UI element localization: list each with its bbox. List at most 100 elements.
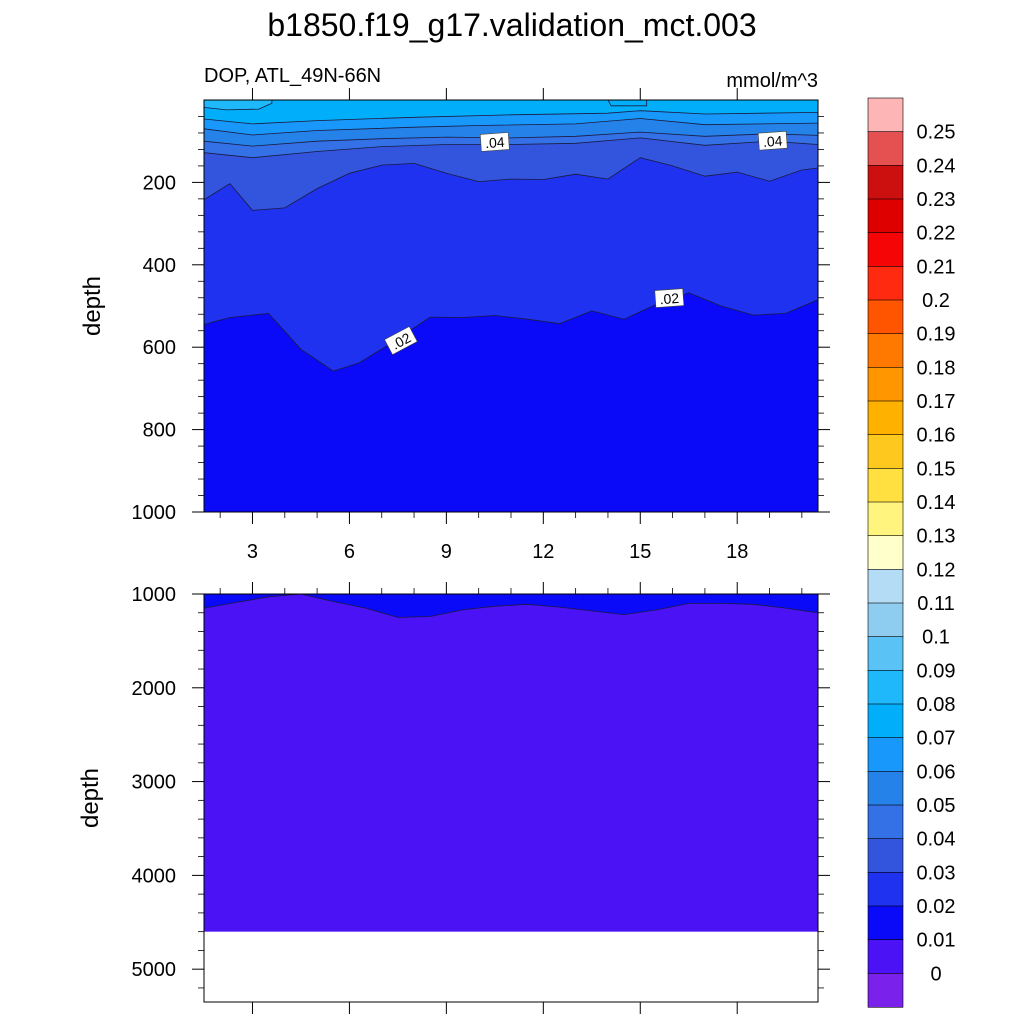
x-tick-label: 9 [441, 541, 452, 563]
colorbar-swatch [867, 535, 904, 570]
colorbar-label: 0.15 [917, 458, 956, 480]
colorbar-swatch [867, 266, 904, 301]
y-tick-label: 5000 [132, 959, 177, 981]
band-0.07-0.08-east [607, 100, 647, 106]
band-0-0.01 [204, 594, 818, 932]
colorbar-label: 0.22 [917, 223, 956, 245]
colorbar-swatch [867, 602, 904, 638]
contour-line-7 [607, 99, 648, 107]
band-0.01-0.02-deep [204, 594, 818, 618]
band-0.08-0.09-west [204, 100, 272, 110]
colorbar-swatch [867, 434, 904, 469]
colorbar-swatch [867, 838, 904, 873]
contour-line-0 [203, 292, 819, 372]
colorbar-label: 0.01 [917, 930, 956, 952]
colorbar-swatch [867, 97, 904, 133]
colorbar-label: 0.24 [917, 155, 956, 177]
contour-label-text: .04 [762, 133, 783, 150]
contour-line-6 [203, 100, 273, 111]
colorbar-swatch [867, 501, 904, 537]
colorbar-swatch [867, 636, 904, 671]
variable-label: DOP, ATL_49N-66N [204, 65, 381, 87]
colorbar-swatch [867, 131, 904, 166]
y-tick-label: 1000 [132, 584, 177, 606]
contour-label-box [384, 326, 418, 356]
y-tick-label: 600 [143, 337, 176, 359]
colorbar: 0.25 0.24 0.23 0.22 0.21 0.2 0.19 0.18 0.17 0.16 0… [867, 97, 956, 1008]
contour-label-text: .02 [659, 290, 680, 307]
contour-label: .02 [384, 326, 418, 356]
colorbar-label: 0.25 [917, 122, 956, 144]
colorbar-swatch [867, 670, 904, 705]
contour-line-5 [203, 110, 819, 125]
colorbar-swatch [867, 973, 904, 1008]
colorbar-swatch [867, 703, 904, 739]
contour-label: .04 [479, 132, 510, 152]
x-tick-label: 18 [726, 541, 748, 563]
colorbar-swatch [867, 400, 904, 436]
contour-line-2 [203, 137, 819, 159]
colorbar-label: 0.19 [917, 324, 956, 346]
y-tick-label: 1000 [132, 502, 177, 524]
colorbar-label: 0.12 [917, 559, 956, 581]
contour-label-box [479, 132, 510, 152]
lower-panel: 1000 2000 3000 4000 5000 depth [77, 584, 830, 1003]
y-tick-label: 4000 [132, 865, 177, 887]
contour-label-box [757, 130, 788, 151]
colorbar-label: 0.07 [917, 728, 956, 750]
colorbar-swatch [867, 468, 904, 503]
y-tick-label: 3000 [132, 772, 177, 794]
colorbar-swatch [867, 569, 904, 604]
colorbar-swatch [867, 299, 904, 335]
colorbar-label: 0.18 [917, 357, 956, 379]
colorbar-swatch [867, 905, 904, 941]
y-tick-label: 2000 [132, 678, 177, 700]
units-label: mmol/m^3 [726, 70, 818, 92]
lower-ylabel: depth [77, 768, 104, 828]
contour-line-deep [203, 593, 819, 618]
colorbar-swatch [867, 165, 904, 200]
colorbar-label: 0.17 [917, 391, 956, 413]
colorbar-label: 0.08 [917, 694, 956, 716]
colorbar-swatch [867, 804, 904, 840]
colorbar-label: 0.05 [917, 795, 956, 817]
colorbar-label: 0.2 [922, 290, 950, 312]
contour-line-3 [203, 131, 819, 147]
colorbar-label: 0.14 [917, 492, 956, 514]
contour-line-1 [203, 157, 819, 211]
contour-label-box [654, 288, 685, 308]
colorbar-label: 0 [930, 963, 941, 985]
y-tick-label: 400 [143, 255, 176, 277]
contour-label: .02 [654, 288, 685, 308]
colorbar-swatch [867, 232, 904, 267]
colorbar-swatch [867, 771, 904, 806]
colorbar-label: 0.09 [917, 660, 956, 682]
upper-ylabel: depth [79, 276, 106, 336]
colorbar-label: 0.02 [917, 896, 956, 918]
colorbar-label: 0.23 [917, 189, 956, 211]
colorbar-label: 0.21 [917, 256, 956, 278]
colorbar-label: 0.04 [917, 829, 956, 851]
lower-panel-frame [203, 593, 819, 1003]
colorbar-swatch [867, 939, 904, 974]
colorbar-label: 0.1 [922, 627, 950, 649]
colorbar-swatch [867, 872, 904, 907]
colorbar-label: 0.11 [917, 593, 954, 615]
upper-panel: 200 400 600 800 1000 .04 .04 .02 .02 depth [79, 99, 830, 524]
y-tick-label: 800 [143, 420, 176, 442]
y-tick-label: 200 [143, 172, 176, 194]
contour-line-4 [203, 118, 819, 136]
x-axis: 3 6 9 12 15 18 [219, 88, 803, 1014]
colorbar-label: 0.13 [917, 526, 956, 548]
x-tick-label: 12 [532, 541, 554, 563]
contour-label-text: .04 [485, 134, 506, 151]
colorbar-swatch [867, 333, 904, 368]
colorbar-swatch [867, 367, 904, 402]
colorbar-label: 0.16 [917, 425, 956, 447]
x-tick-label: 6 [344, 541, 355, 563]
x-tick-label: 15 [629, 541, 651, 563]
colorbar-label: 0.06 [917, 761, 956, 783]
colorbar-label: 0.03 [917, 862, 956, 884]
chart-title: b1850.f19_g17.validation_mct.003 [267, 7, 756, 43]
